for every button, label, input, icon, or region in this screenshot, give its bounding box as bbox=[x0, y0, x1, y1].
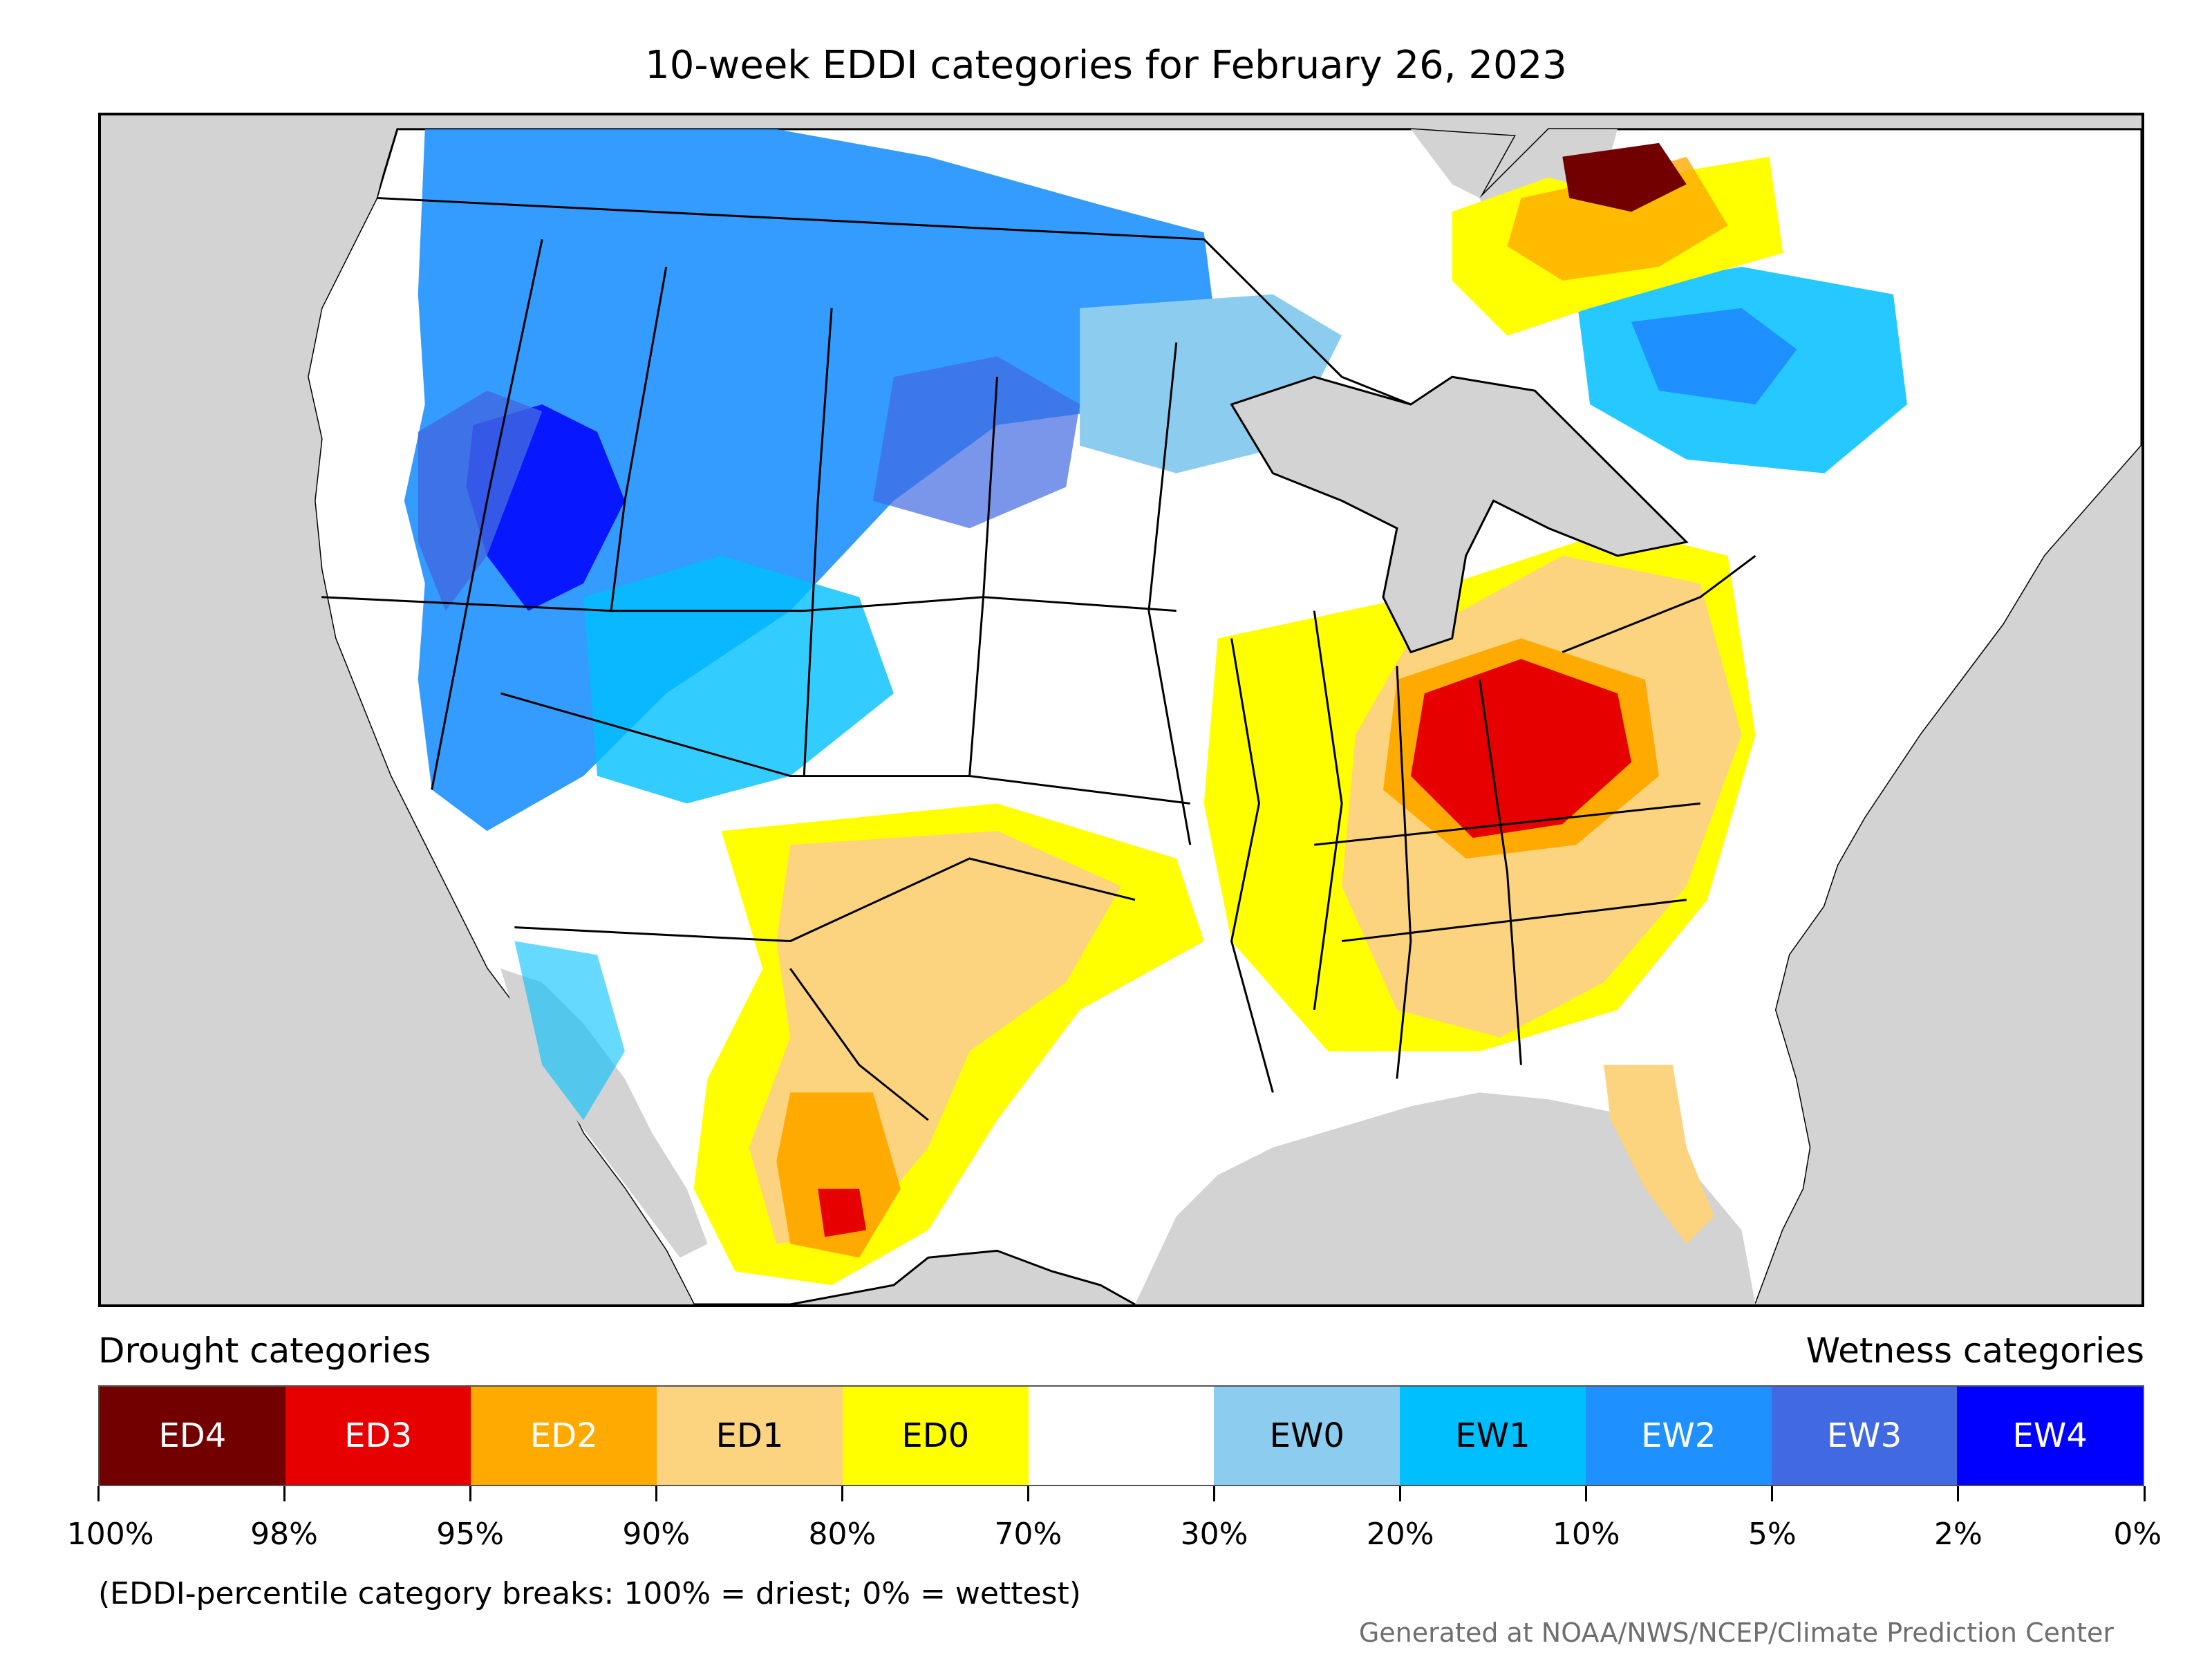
tick-label: 10% bbox=[1552, 1517, 1620, 1552]
tick-label: 20% bbox=[1366, 1517, 1434, 1552]
region-mexico-wet bbox=[514, 941, 625, 1121]
tick-label: 70% bbox=[994, 1517, 1062, 1552]
tick-label: 2% bbox=[1934, 1517, 1983, 1552]
tick-label: 30% bbox=[1180, 1517, 1248, 1552]
colorbar-cell-ed3: ED3 bbox=[285, 1387, 471, 1485]
wetness-categories-heading: Wetness categories bbox=[1806, 1331, 2144, 1371]
tick-mark bbox=[1585, 1486, 1588, 1501]
tick-mark bbox=[1399, 1486, 1402, 1501]
percentile-footnote: (EDDI-percentile category breaks: 100% =… bbox=[98, 1576, 1081, 1611]
region-mexico-ed2 bbox=[776, 1092, 901, 1258]
colorbar-cell-normal bbox=[1028, 1387, 1215, 1485]
tick-mark bbox=[2143, 1486, 2146, 1501]
map-title: 10-week EDDI categories for February 26,… bbox=[645, 43, 1567, 88]
tick-mark bbox=[469, 1486, 471, 1501]
tick-label: 98% bbox=[250, 1517, 318, 1552]
colorbar-cell-ew1: EW1 bbox=[1400, 1387, 1586, 1485]
tick-label: 100% bbox=[66, 1517, 154, 1552]
colorbar-cell-ed4: ED4 bbox=[100, 1387, 285, 1485]
region-ohio-valley-dry bbox=[1410, 659, 1631, 838]
region-colorado-wet bbox=[583, 556, 894, 804]
gulf-of-mexico bbox=[1134, 1092, 1756, 1304]
colorbar-cell-ew0: EW0 bbox=[1214, 1387, 1400, 1485]
region-hudson-bay-dry bbox=[1562, 142, 1687, 212]
map-canvas bbox=[101, 115, 2141, 1304]
category-colorbar: ED4 ED3 ED2 ED1 ED0 EW0 EW1 EW2 EW3 EW4 bbox=[98, 1385, 2144, 1486]
region-northern-plains-wet bbox=[872, 356, 1080, 529]
colorbar-cell-ed0: ED0 bbox=[842, 1387, 1029, 1485]
colorbar-cell-ew2: EW2 bbox=[1585, 1387, 1772, 1485]
tick-mark bbox=[841, 1486, 843, 1501]
colorbar-cell-ew3: EW3 bbox=[1771, 1387, 1958, 1485]
region-great-basin-wet-2 bbox=[418, 391, 543, 611]
colorbar-cell-ed1: ED1 bbox=[657, 1387, 843, 1485]
pacific-ocean bbox=[101, 115, 694, 1304]
region-mexico-ed3 bbox=[818, 1188, 866, 1237]
tick-mark bbox=[1771, 1486, 1774, 1501]
tick-mark bbox=[283, 1486, 285, 1501]
tick-mark bbox=[97, 1486, 100, 1501]
colorbar-cell-ed2: ED2 bbox=[471, 1387, 657, 1485]
tick-mark bbox=[655, 1486, 657, 1501]
tick-mark bbox=[1957, 1486, 1960, 1501]
tick-mark bbox=[1027, 1486, 1029, 1501]
percentile-ticks: 100% 98% 95% 90% 80% 70% 30% 20% 10% 5% 2% 0% bbox=[67, 1486, 2162, 1552]
political-borders bbox=[321, 196, 1756, 1121]
atlantic-ocean bbox=[1755, 445, 2141, 1304]
great-lakes bbox=[1230, 375, 1689, 654]
tick-label: 95% bbox=[436, 1517, 505, 1552]
drought-categories-heading: Drought categories bbox=[98, 1331, 431, 1371]
eddi-map bbox=[98, 113, 2144, 1307]
colorbar-cell-ew4: EW4 bbox=[1957, 1387, 2144, 1485]
tick-label: 90% bbox=[622, 1517, 691, 1552]
tick-label: 80% bbox=[808, 1517, 877, 1552]
tick-mark bbox=[1213, 1486, 1216, 1501]
region-florida-dry bbox=[1604, 1065, 1714, 1244]
tick-label: 0% bbox=[2113, 1517, 2162, 1552]
tick-label: 5% bbox=[1747, 1517, 1797, 1552]
region-quebec-wet-core bbox=[1631, 308, 1797, 405]
source-credit: Generated at NOAA/NWS/NCEP/Climate Predi… bbox=[1358, 1618, 2114, 1648]
